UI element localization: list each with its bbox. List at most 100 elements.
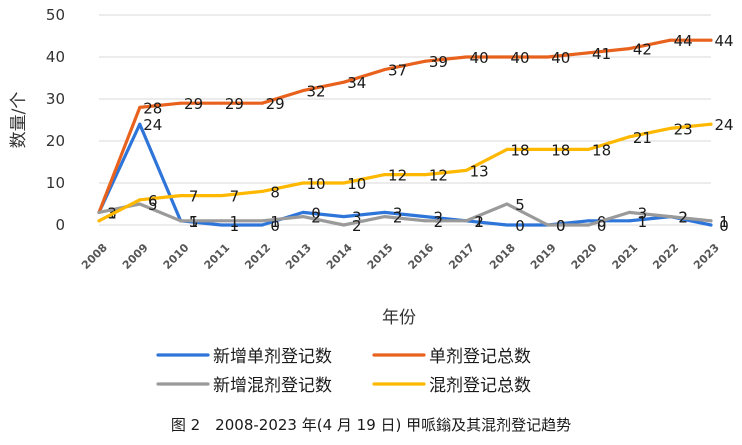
- data-point: [179, 219, 183, 223]
- data-point: [342, 223, 346, 227]
- x-tick-label: 2018: [487, 241, 518, 272]
- data-point: [546, 55, 550, 59]
- data-label: 1: [474, 213, 484, 231]
- data-label: 44: [714, 32, 733, 50]
- series-line: [97, 38, 713, 214]
- data-label: 2: [678, 209, 688, 227]
- data-label: 6: [148, 192, 158, 210]
- data-point: [219, 219, 223, 223]
- data-point: [219, 194, 223, 198]
- x-tick-label: 2021: [610, 241, 641, 272]
- data-point: [260, 219, 264, 223]
- data-point: [423, 173, 427, 177]
- data-label: 1: [719, 213, 729, 231]
- x-tick-label: 2010: [161, 241, 192, 272]
- data-point: [546, 147, 550, 151]
- data-label: 24: [714, 116, 733, 134]
- data-point: [587, 51, 591, 55]
- data-label: 0: [311, 204, 321, 222]
- data-point: [301, 210, 305, 214]
- data-point: [138, 198, 142, 202]
- data-point: [709, 122, 713, 126]
- data-label: 2: [434, 213, 444, 231]
- data-label: 29: [225, 95, 244, 113]
- data-point: [342, 215, 346, 219]
- data-point: [668, 38, 672, 42]
- data-label: 34: [347, 74, 366, 92]
- data-point: [138, 122, 142, 126]
- x-tick-label: 2017: [446, 241, 477, 272]
- data-point: [668, 126, 672, 130]
- data-point: [301, 89, 305, 93]
- data-label: 0: [515, 217, 525, 235]
- data-point: [383, 210, 387, 214]
- data-label: 13: [470, 162, 489, 180]
- data-point: [505, 223, 509, 227]
- data-label: 24: [143, 116, 162, 134]
- data-point: [627, 210, 631, 214]
- x-tick-label: 2020: [569, 241, 600, 272]
- data-point: [423, 215, 427, 219]
- data-label: 2: [311, 209, 321, 227]
- data-label: 0: [719, 217, 729, 235]
- x-tick-label: 2012: [242, 241, 273, 272]
- data-label: 0: [597, 217, 607, 235]
- data-point: [260, 223, 264, 227]
- legend-label: 混剂登记总数: [429, 376, 531, 396]
- x-tick-label: 2023: [691, 241, 722, 272]
- data-point: [219, 223, 223, 227]
- data-label: 0: [556, 217, 566, 235]
- data-label: 18: [592, 141, 611, 159]
- data-point: [383, 215, 387, 219]
- data-label: 10: [347, 175, 366, 193]
- data-point: [464, 55, 468, 59]
- data-label: 10: [306, 175, 325, 193]
- data-point: [138, 105, 142, 109]
- y-tick-label: 40: [46, 48, 65, 66]
- data-point: [668, 215, 672, 219]
- data-label: 29: [266, 95, 285, 113]
- data-label: 37: [388, 62, 407, 80]
- data-point: [179, 101, 183, 105]
- data-label: 21: [633, 129, 652, 147]
- data-label: 40: [551, 49, 570, 67]
- data-point: [260, 189, 264, 193]
- data-label: 1: [270, 213, 280, 231]
- data-point: [505, 55, 509, 59]
- data-point: [383, 68, 387, 72]
- data-point: [301, 215, 305, 219]
- legend-label: 新增混剂登记数: [213, 376, 332, 396]
- data-point: [342, 181, 346, 185]
- data-point: [423, 59, 427, 63]
- legend-label: 新增单剂登记数: [213, 347, 332, 367]
- y-axis-title: 数量/个: [9, 92, 29, 149]
- series-line: [97, 122, 713, 227]
- data-label: 1: [638, 213, 648, 231]
- y-tick-label: 0: [55, 216, 65, 234]
- series-line: [97, 122, 713, 223]
- data-label: 29: [184, 95, 203, 113]
- data-label: 3: [393, 204, 403, 222]
- x-tick-label: 2019: [528, 241, 559, 272]
- data-point: [97, 210, 101, 214]
- data-label: 40: [470, 49, 489, 67]
- data-point: [709, 223, 713, 227]
- data-point: [383, 173, 387, 177]
- data-label: 28: [143, 99, 162, 117]
- data-point: [301, 181, 305, 185]
- data-label: 18: [510, 141, 529, 159]
- data-point: [342, 80, 346, 84]
- data-label: 8: [270, 183, 280, 201]
- data-point: [627, 219, 631, 223]
- data-label: 1: [230, 213, 240, 231]
- data-label: 7: [189, 188, 199, 206]
- data-label: 12: [429, 167, 448, 185]
- data-label: 39: [429, 53, 448, 71]
- x-tick-label: 2009: [120, 241, 151, 272]
- data-label: 32: [306, 83, 325, 101]
- x-axis-title: 年份: [382, 308, 416, 328]
- data-point: [260, 101, 264, 105]
- data-point: [587, 147, 591, 151]
- series-line: [97, 202, 713, 227]
